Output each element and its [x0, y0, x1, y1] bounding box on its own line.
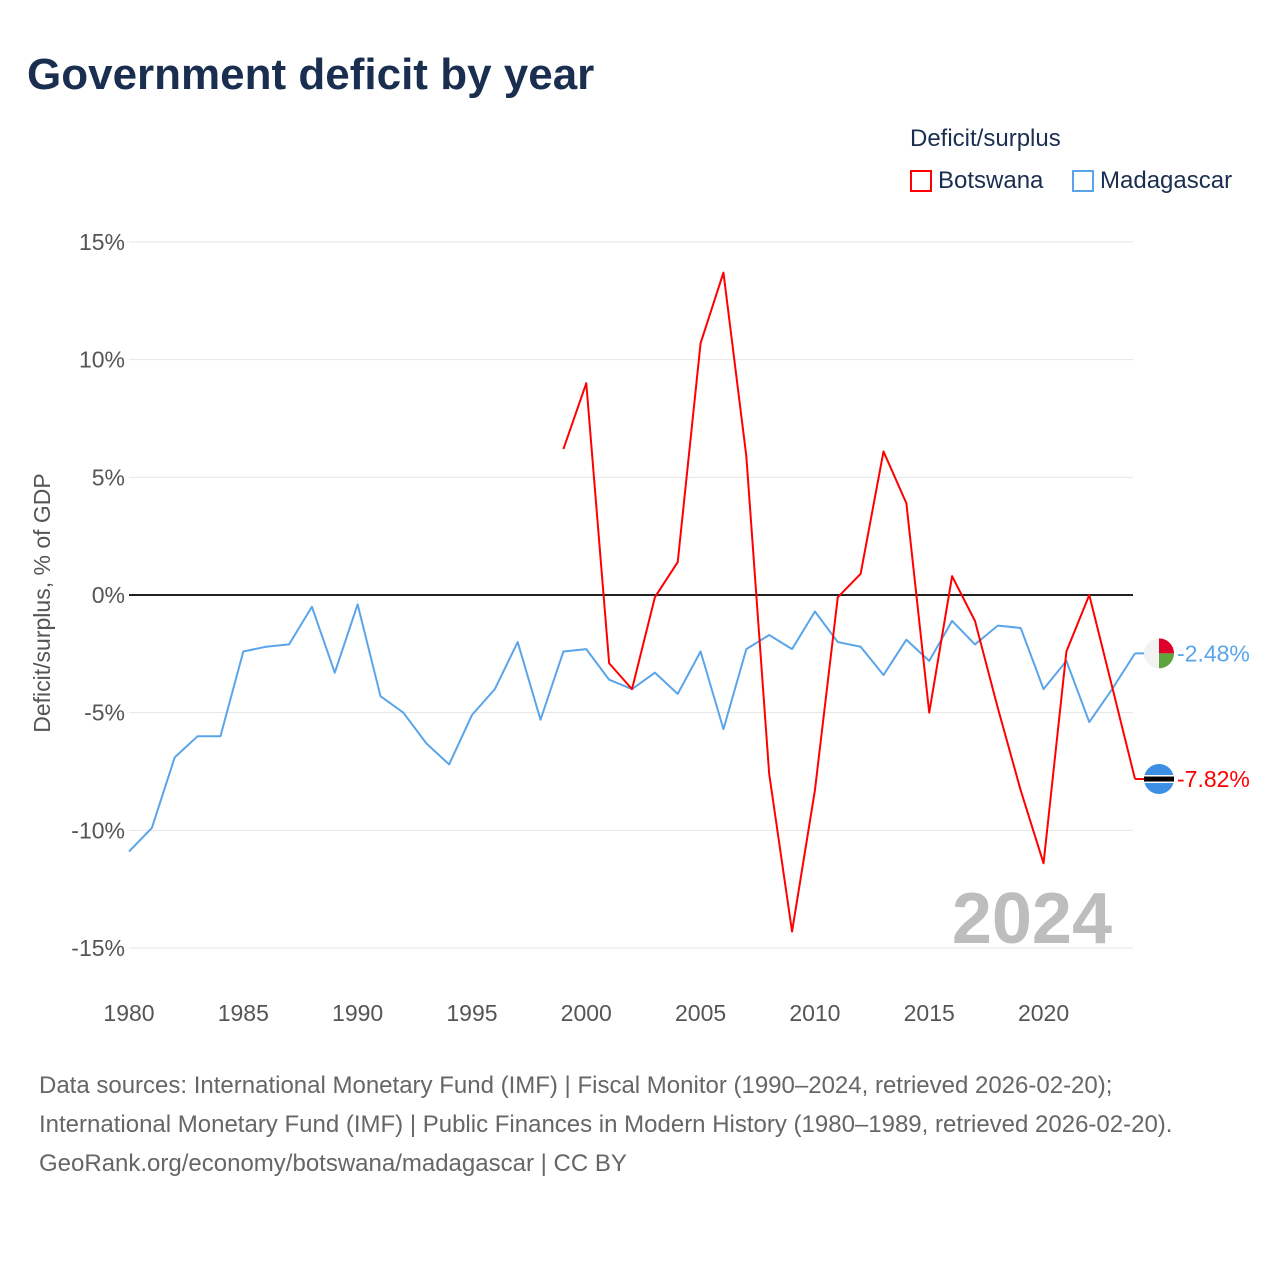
footer: Data sources: International Monetary Fun…: [39, 1066, 1239, 1183]
credit-link[interactable]: GeoRank.org/economy/botswana/madagascar …: [39, 1150, 627, 1177]
legend-label: Madagascar: [1100, 167, 1233, 194]
legend-item-botswana[interactable]: Botswana: [910, 167, 1043, 195]
series-line-botswana: [562, 271, 1136, 933]
flag-green: [1159, 653, 1174, 669]
legend-swatch-madagascar: [1072, 170, 1094, 192]
x-tick-label: 1995: [446, 1000, 497, 1026]
y-tick-label: -10%: [71, 817, 125, 843]
y-tick-label: -15%: [71, 935, 125, 961]
x-tick-label: 1980: [103, 1000, 154, 1026]
x-tick-label: 1985: [218, 1000, 269, 1026]
data-sources: Data sources: International Monetary Fun…: [39, 1072, 1173, 1138]
x-tick-label: 2005: [675, 1000, 726, 1026]
y-tick-label: 5%: [92, 464, 125, 490]
legend-swatch-botswana: [910, 170, 932, 192]
x-tick-label: 2020: [1018, 1000, 1069, 1026]
y-tick-label: 0%: [92, 582, 125, 608]
x-tick-label: 2010: [789, 1000, 840, 1026]
y-tick-label: 10%: [79, 347, 125, 373]
year-watermark: 2024: [952, 879, 1112, 959]
legend-title: Deficit/surplus: [910, 125, 1061, 152]
legend-label: Botswana: [938, 167, 1044, 194]
flag-red: [1159, 638, 1174, 654]
flag-black: [1144, 776, 1174, 782]
legend-item-madagascar[interactable]: Madagascar: [1072, 167, 1232, 195]
y-axis-label: Deficit/surplus, % of GDP: [29, 473, 55, 732]
series-line-madagascar: [128, 603, 1136, 853]
x-tick-label: 2000: [561, 1000, 612, 1026]
y-tick-label: -5%: [84, 700, 125, 726]
flag-white: [1144, 638, 1159, 669]
chart-title: Government deficit by year: [27, 50, 595, 99]
x-tick-label: 2015: [904, 1000, 955, 1026]
x-tick-label: 1990: [332, 1000, 383, 1026]
line-chart: 15% 10% 5% 0% -5% -10% -15% 1980 1985 1990 1995 200…: [29, 229, 1250, 1026]
end-value-label: -7.82%: [1177, 766, 1250, 792]
flag-botswana-icon: [1144, 764, 1174, 795]
end-value-label: -2.48%: [1177, 640, 1250, 666]
y-tick-label: 15%: [79, 229, 125, 255]
flag-madagascar-icon: [1144, 638, 1174, 669]
